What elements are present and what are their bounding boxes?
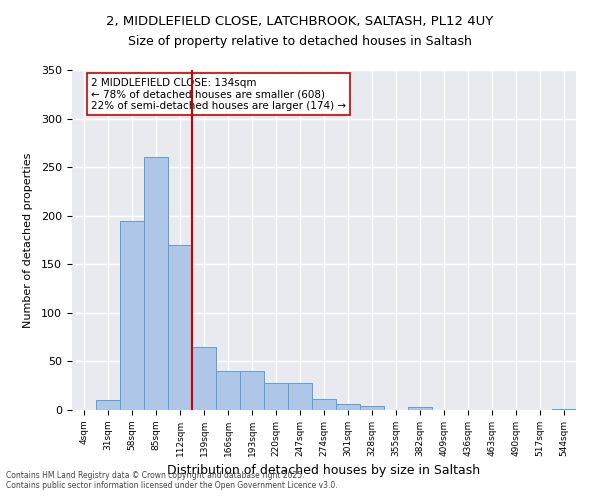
Text: Size of property relative to detached houses in Saltash: Size of property relative to detached ho… [128, 35, 472, 48]
Bar [336, 404, 360, 410]
Bar [312, 400, 336, 410]
Y-axis label: Number of detached properties: Number of detached properties [23, 152, 33, 328]
Bar [216, 371, 240, 410]
Text: 2 MIDDLEFIELD CLOSE: 134sqm
← 78% of detached houses are smaller (608)
22% of se: 2 MIDDLEFIELD CLOSE: 134sqm ← 78% of det… [91, 78, 346, 111]
Bar [264, 383, 288, 410]
Bar [120, 220, 144, 410]
Bar [192, 347, 216, 410]
Bar [552, 409, 576, 410]
Bar [408, 407, 432, 410]
Text: Contains HM Land Registry data © Crown copyright and database right 2025.
Contai: Contains HM Land Registry data © Crown c… [6, 470, 338, 490]
Bar [96, 400, 120, 410]
X-axis label: Distribution of detached houses by size in Saltash: Distribution of detached houses by size … [167, 464, 481, 477]
Bar [168, 245, 192, 410]
Bar [144, 158, 168, 410]
Bar [360, 406, 384, 410]
Bar [288, 383, 312, 410]
Bar [240, 371, 264, 410]
Text: 2, MIDDLEFIELD CLOSE, LATCHBROOK, SALTASH, PL12 4UY: 2, MIDDLEFIELD CLOSE, LATCHBROOK, SALTAS… [106, 15, 494, 28]
